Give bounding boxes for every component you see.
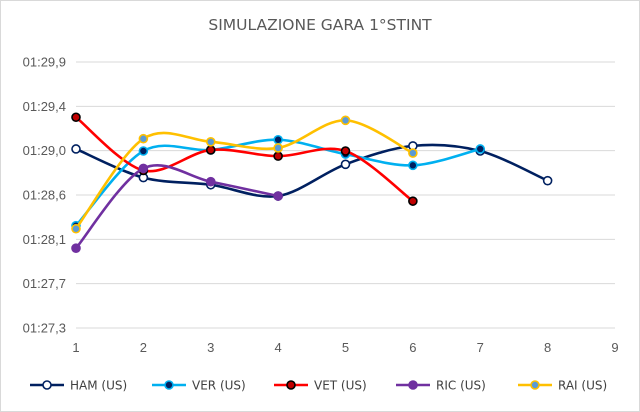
legend: HAM (US) VER (US) VET (US) RIC (US) RAI (US) [30,379,607,393]
x-tick-label: 2 [140,340,147,355]
legend-marker-rai [530,380,540,390]
series-line-ric [74,163,280,250]
x-tick-label: 1 [72,340,79,355]
data-point-rai [138,133,149,144]
data-point-rai [340,115,351,126]
legend-label-ric: RIC (US) [436,379,486,393]
legend-marker-ver [164,380,174,390]
x-tick-label: 7 [477,340,484,355]
data-point-ham [340,159,351,170]
data-point-ver [475,144,486,154]
y-tick-label: 01:29,0 [23,143,66,158]
series-lines [71,112,553,253]
chart-title: SIMULAZIONE GARA 1°STINT [208,16,432,34]
legend-label-rai: RAI (US) [558,379,607,393]
data-point-ver [138,146,149,156]
legend-label-ver: VER (US) [192,379,246,393]
series-line-rai [74,119,415,231]
y-tick-label: 01:29,9 [23,55,66,70]
series-line-vet [74,115,415,203]
data-point-rai [408,148,418,158]
data-point-ric [205,176,216,187]
x-tick-label: 9 [611,340,618,355]
x-tick-label: 8 [544,340,551,355]
y-tick-label: 01:28,1 [23,232,66,247]
data-point-ham [542,175,553,186]
y-tick-label: 01:27,7 [23,276,66,291]
data-point-vet [205,145,216,155]
data-point-vet [71,112,81,123]
data-point-ver [273,134,283,145]
data-point-ric [138,163,149,174]
gridlines [76,61,615,329]
data-point-rai [71,223,81,234]
y-tick-label: 01:28,6 [23,188,66,203]
legend-label-vet: VET (US) [314,379,367,393]
x-axis-tick-labels: 1 2 3 4 5 6 7 8 9 [72,340,618,355]
x-tick-label: 6 [409,340,416,355]
data-point-ver [408,160,418,171]
x-tick-label: 4 [275,340,282,355]
x-tick-label: 5 [342,340,349,355]
data-point-ric [273,191,283,201]
data-point-vet [340,146,351,156]
legend-marker-ric [408,380,418,390]
legend-marker-ham [42,380,52,390]
data-point-ric [71,243,81,253]
data-point-rai [273,143,283,153]
data-point-rai [205,137,216,147]
y-tick-label: 01:27,3 [23,321,66,336]
legend-label-ham: HAM (US) [70,379,127,393]
legend-marker-vet [286,380,296,390]
y-tick-label: 01:29,4 [23,99,66,114]
x-tick-label: 3 [207,340,214,355]
y-axis-tick-labels: 01:27,3 01:27,7 01:28,1 01:28,6 01:29,0 01:29… [23,55,66,336]
data-point-ham [71,144,81,154]
data-point-vet [273,151,283,161]
data-point-vet [408,196,418,206]
